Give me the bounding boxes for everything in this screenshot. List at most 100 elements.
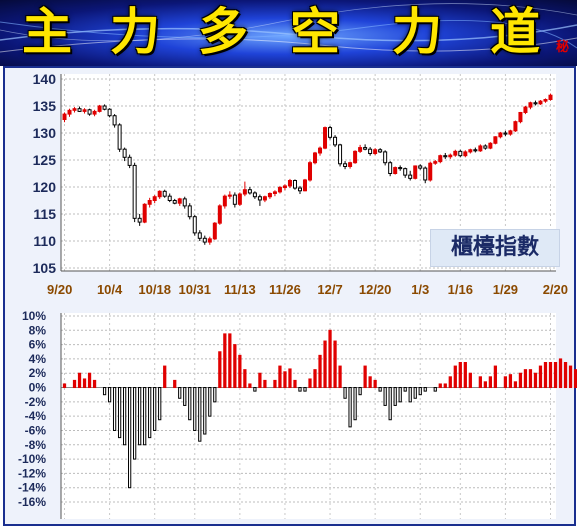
candle-body xyxy=(308,162,313,181)
change-bar xyxy=(178,387,182,399)
title-char-5: 力 xyxy=(392,3,442,61)
candle-body xyxy=(202,237,207,243)
change-bar xyxy=(573,369,577,389)
candle-body xyxy=(408,174,413,179)
candlestick xyxy=(97,104,102,113)
change-bar xyxy=(318,354,322,389)
candle-body xyxy=(302,179,307,192)
candlestick xyxy=(383,150,388,166)
secret-badge: 秘 xyxy=(556,40,570,55)
candle-body xyxy=(338,144,343,165)
candle-body xyxy=(227,194,232,197)
change-bar xyxy=(173,379,177,389)
candlestick xyxy=(343,161,348,170)
change-bar xyxy=(488,376,492,389)
candlestick xyxy=(142,203,147,224)
price-y-tick-label: 125 xyxy=(33,152,57,168)
change-y-tick-label: 6% xyxy=(29,338,47,352)
candle-body xyxy=(207,238,212,243)
change-bar xyxy=(418,387,422,396)
change-bar xyxy=(293,379,297,389)
candle-body xyxy=(272,191,277,194)
candlestick xyxy=(87,108,92,116)
candlestick xyxy=(413,165,418,180)
price-y-tick-label: 105 xyxy=(33,260,57,276)
light-streaks xyxy=(0,3,577,53)
x-tick-label: 10/4 xyxy=(97,282,123,297)
change-bar xyxy=(338,365,342,389)
change-bar xyxy=(548,362,553,389)
candle-body xyxy=(453,150,458,156)
candle-body xyxy=(538,100,543,105)
change-bar xyxy=(408,387,412,403)
change-bar xyxy=(107,387,112,403)
candle-body xyxy=(368,148,373,155)
candlestick xyxy=(358,144,363,153)
candlestick xyxy=(463,150,468,158)
candlestick xyxy=(348,161,353,169)
candle-body xyxy=(262,196,267,201)
candlestick xyxy=(478,144,483,152)
candle-body xyxy=(182,198,187,207)
candlestick xyxy=(418,164,423,170)
change-bar xyxy=(263,379,267,389)
candlestick xyxy=(353,150,358,164)
candle-body xyxy=(363,147,368,150)
change-bar xyxy=(558,358,563,389)
price-y-tick-label: 115 xyxy=(33,206,56,222)
candlestick xyxy=(548,93,553,101)
x-tick-label: 1/3 xyxy=(411,282,429,297)
change-y-tick-label: 2% xyxy=(29,366,47,380)
candle-body xyxy=(212,222,217,240)
candlestick xyxy=(92,109,97,117)
x-tick-label: 12/20 xyxy=(359,282,392,297)
candle-body xyxy=(172,200,177,204)
change-bar xyxy=(143,387,147,446)
candle-body xyxy=(292,180,297,189)
candle-body xyxy=(282,185,287,189)
candlestick xyxy=(147,197,152,208)
candlestick xyxy=(513,120,518,132)
candle-body xyxy=(117,124,122,150)
title-char-6: 道 xyxy=(490,3,540,61)
change-bar xyxy=(538,365,543,389)
candle-body xyxy=(548,94,553,101)
change-bar xyxy=(193,387,197,431)
candlestick xyxy=(242,181,247,197)
candle-body xyxy=(383,151,388,164)
candlestick xyxy=(72,107,77,113)
change-bar xyxy=(508,374,513,389)
candlestick xyxy=(498,131,503,139)
change-bar xyxy=(273,379,277,389)
candle-body xyxy=(518,111,523,123)
change-bar xyxy=(158,387,162,421)
candlestick xyxy=(117,123,122,152)
candle-body xyxy=(373,149,378,155)
candle-body xyxy=(92,110,97,115)
candle-body xyxy=(177,198,182,204)
candlestick xyxy=(157,190,162,199)
candle-body xyxy=(222,195,227,207)
candle-body xyxy=(237,193,242,205)
candle-body xyxy=(147,200,152,205)
change-y-tick-label: 4% xyxy=(29,352,47,366)
candle-body xyxy=(252,192,257,198)
change-bar xyxy=(213,387,217,403)
change-y-tick-label: -16% xyxy=(18,495,46,509)
candle-body xyxy=(142,203,147,223)
x-tick-label: 12/7 xyxy=(317,282,342,297)
candlestick xyxy=(292,179,297,190)
x-tick-label: 1/16 xyxy=(448,282,473,297)
candlestick xyxy=(543,98,548,103)
candlestick xyxy=(82,108,87,114)
change-y-tick-label: -14% xyxy=(18,481,46,495)
candlestick xyxy=(212,222,217,240)
candlestick xyxy=(378,148,383,153)
price-y-tick-label: 135 xyxy=(33,98,57,114)
change-bar xyxy=(233,344,237,389)
change-bar xyxy=(413,387,417,399)
candle-body xyxy=(528,102,533,108)
candle-body xyxy=(162,190,167,197)
candlestick xyxy=(508,129,513,136)
candlestick xyxy=(483,144,488,150)
